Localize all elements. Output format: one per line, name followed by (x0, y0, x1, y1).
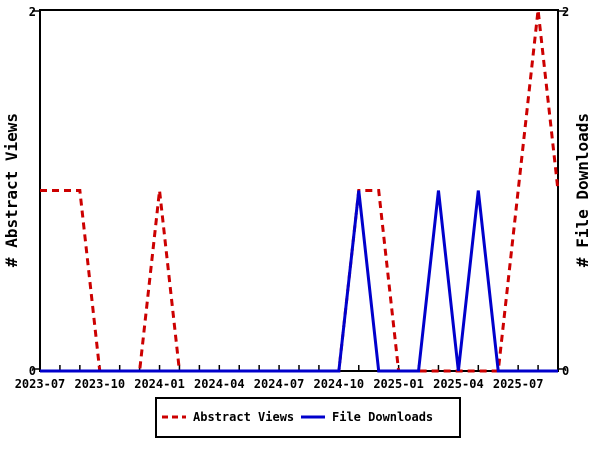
x-axis-tick-label: 2023-10 (74, 377, 125, 391)
y-tick-label-right-bottom: 0 (562, 364, 569, 378)
series-line-abstract-views (40, 9, 560, 373)
x-axis-tick-label: 2025-01 (373, 377, 424, 391)
x-axis-tick-label: 2024-10 (314, 377, 365, 391)
right-axis-title: # File Downloads (573, 113, 592, 267)
legend: Abstract Views File Downloads (155, 397, 461, 438)
left-axis-title: # Abstract Views (2, 113, 21, 267)
y-tick-label-right-top: 2 (562, 5, 569, 19)
legend-label-abstract-views: Abstract Views (193, 410, 294, 424)
x-axis-tick-label: 2024-07 (254, 377, 305, 391)
x-axis-labels: 2023-07 2023-10 2024-01 2024-04 2024-07 2024-… (15, 377, 544, 391)
x-axis-tick-label: 2024-04 (194, 377, 245, 391)
x-axis-tick-label: 2024-01 (134, 377, 185, 391)
y-axis-ticks (32, 10, 566, 370)
y-tick-label-left-bottom: 0 (29, 364, 36, 378)
legend-label-file-downloads: File Downloads (332, 410, 433, 424)
x-axis-tick-label: 2025-04 (433, 377, 484, 391)
series-line-file-downloads (40, 190, 558, 373)
y-tick-label-left-top: 2 (29, 5, 36, 19)
plot-frame (39, 9, 559, 372)
series-lines (40, 9, 560, 373)
x-axis-tick-label: 2023-07 (15, 377, 66, 391)
x-axis-tick-label: 2025-07 (493, 377, 544, 391)
